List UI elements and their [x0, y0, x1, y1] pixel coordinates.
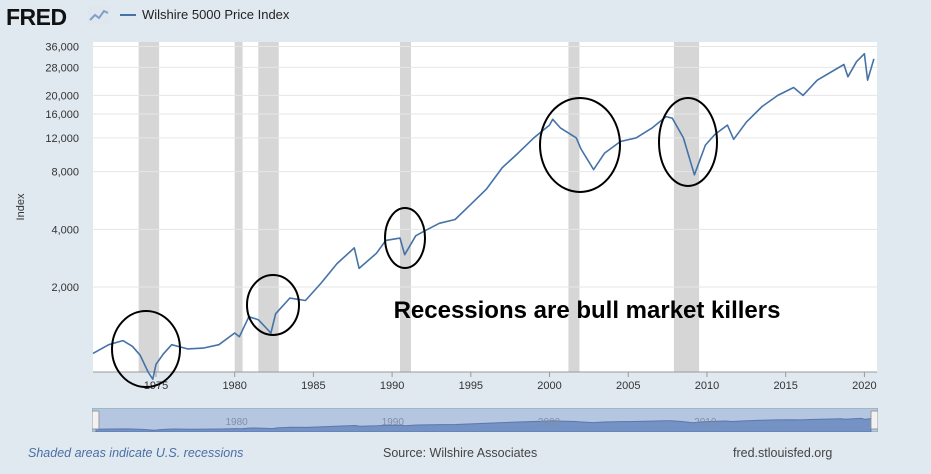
y-tick-label: 8,000 [51, 167, 79, 179]
series-line [92, 52, 875, 381]
x-tick-label: 2020 [852, 380, 876, 392]
highlight-circle [539, 97, 621, 193]
navigator-handle[interactable] [92, 410, 100, 430]
recession-band [234, 42, 243, 372]
site-link[interactable]: fred.stlouisfed.org [733, 446, 833, 460]
legend-label: Wilshire 5000 Price Index [142, 7, 290, 22]
navigator-label: 1990 [382, 417, 405, 428]
y-axis-label: Index [15, 193, 27, 220]
source-text: Source: Wilshire Associates [383, 446, 538, 460]
x-tick-label: 2000 [537, 380, 561, 392]
y-tick-label: 2,000 [51, 282, 79, 294]
navigator-series [95, 417, 872, 432]
y-tick-label: 28,000 [45, 62, 79, 74]
annotation-text: Recessions are bull market killers [394, 297, 781, 324]
x-tick-label: 1985 [301, 380, 325, 392]
x-tick-label: 1995 [459, 380, 483, 392]
x-tick-label: 1990 [380, 380, 404, 392]
chart-logo-icon [88, 6, 110, 24]
recession-band [399, 42, 412, 372]
x-tick-label: 2010 [695, 380, 719, 392]
plot-area [93, 42, 877, 372]
y-tick-label: 12,000 [45, 133, 79, 145]
navigator-handle[interactable] [870, 410, 878, 430]
legend[interactable]: Wilshire 5000 Price Index [120, 7, 289, 22]
highlight-circle [658, 97, 718, 187]
recession-band [673, 42, 700, 372]
recession-note: Shaded areas indicate U.S. recessions [28, 446, 244, 460]
y-tick-label: 4,000 [51, 224, 79, 236]
navigator-label: 1980 [225, 417, 248, 428]
recession-band [258, 42, 279, 372]
x-tick-label: 2005 [616, 380, 640, 392]
navigator-label: 2000 [538, 417, 561, 428]
y-tick-label: 16,000 [45, 109, 79, 121]
highlight-circle [111, 310, 181, 388]
highlight-circle [246, 274, 300, 336]
range-navigator[interactable]: 1980 1990 2000 2010 [92, 408, 878, 432]
fred-logo[interactable]: FRED [6, 4, 67, 30]
highlight-circle [384, 207, 426, 269]
chart: 2,000 4,000 8,000 12,000 16,000 20,000 28,000 3… [15, 41, 877, 392]
legend-swatch [120, 13, 136, 16]
y-tick-label: 20,000 [45, 90, 79, 102]
recession-band [138, 42, 160, 372]
navigator-label: 2010 [694, 417, 717, 428]
x-tick-label: 1980 [222, 380, 246, 392]
recession-band [568, 42, 580, 372]
x-tick-label: 2015 [773, 380, 797, 392]
y-tick-label: 36,000 [45, 41, 79, 53]
